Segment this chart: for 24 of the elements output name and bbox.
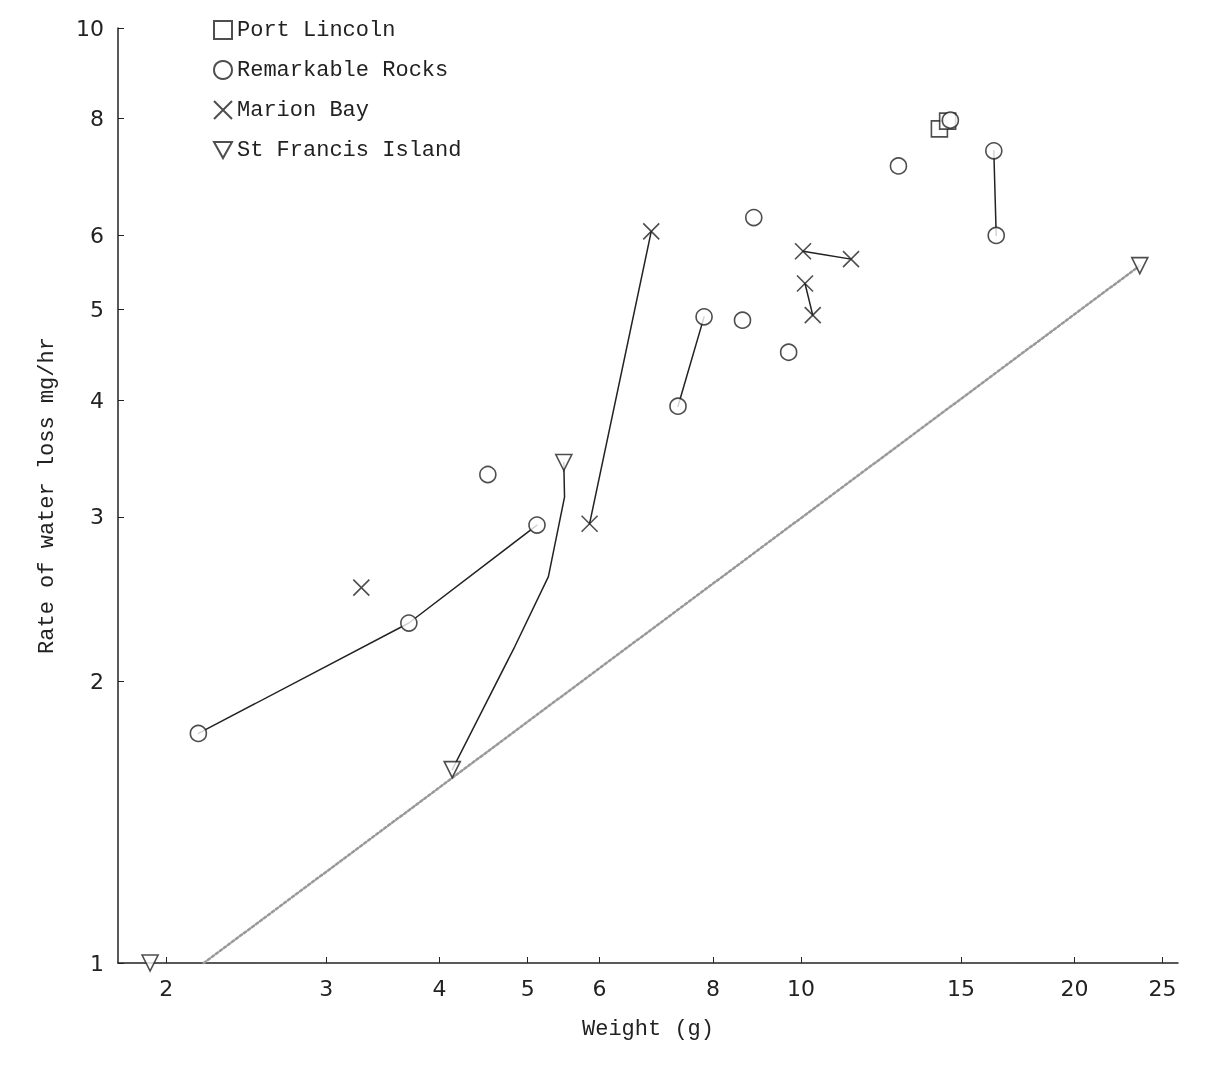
x-tick-label: 8 [706, 975, 721, 1001]
y-tick-label: 10 [76, 15, 104, 41]
x-tick-label: 25 [1148, 975, 1177, 1001]
y-tick-label: 4 [90, 387, 104, 413]
x-axis-title: Weight (g) [581, 1016, 715, 1042]
y-tick-label: 5 [90, 296, 104, 322]
y-tick-label: 8 [90, 106, 104, 132]
legend-label: Marion Bay [237, 97, 370, 123]
legend-label: Remarkable Rocks [237, 57, 449, 83]
x-tick-label: 15 [947, 975, 976, 1001]
y-tick-label: 2 [90, 669, 104, 695]
x-tick-label: 20 [1060, 975, 1089, 1001]
x-tick-label: 2 [159, 975, 174, 1001]
legend-label: Port Lincoln [237, 17, 396, 43]
x-tick-label: 10 [787, 975, 816, 1001]
x-tick-label: 3 [319, 975, 334, 1001]
legend-label: St Francis Island [237, 137, 462, 163]
x-tick-label: 5 [520, 975, 535, 1001]
y-axis-title: Rate of water loss mg/hr [34, 337, 60, 654]
y-tick-label: 6 [90, 222, 104, 248]
y-tick-label: 3 [90, 504, 104, 530]
x-tick-label: 4 [432, 975, 447, 1001]
x-tick-label: 6 [592, 975, 607, 1001]
y-tick-label: 1 [90, 950, 104, 976]
